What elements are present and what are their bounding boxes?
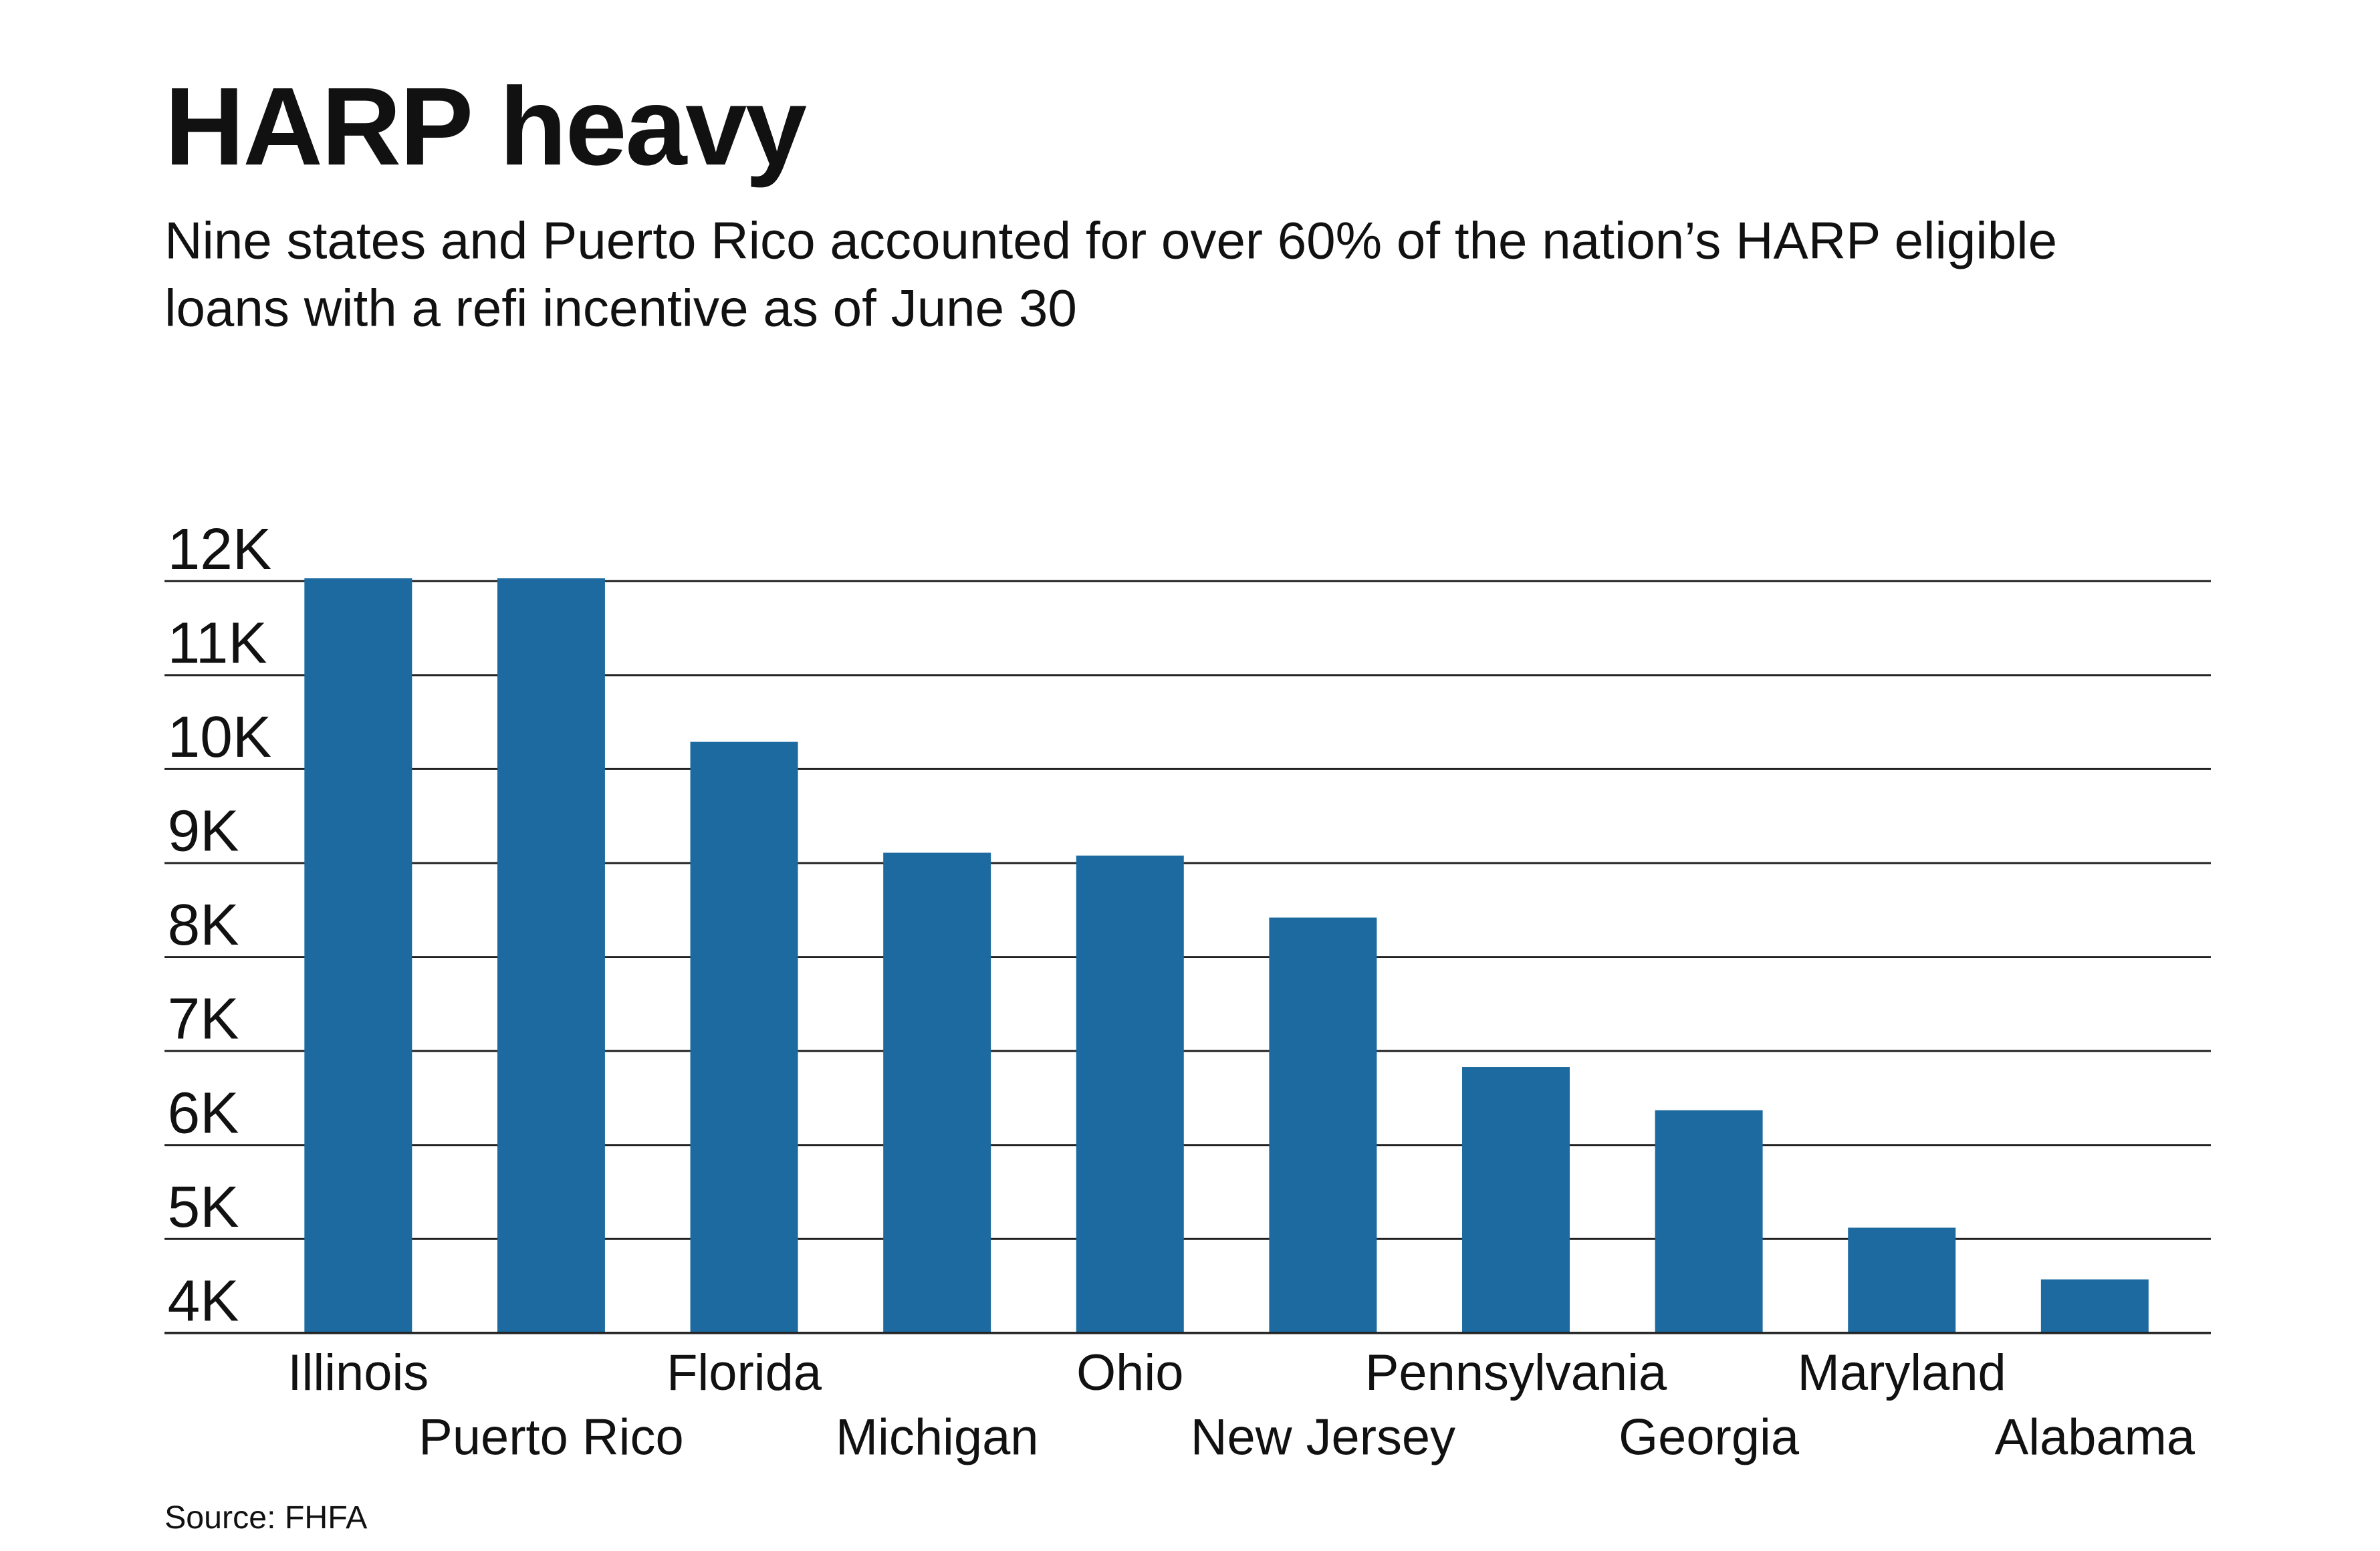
- x-tick-label: Georgia: [1619, 1409, 1800, 1466]
- bar-michigan: [883, 852, 991, 1333]
- y-tick-label: 8K: [168, 892, 239, 957]
- bar-pennsylvania: [1462, 1067, 1570, 1333]
- bar-alabama: [2040, 1279, 2149, 1333]
- source-note: Source: FHFA: [164, 1500, 368, 1536]
- bar-ohio: [1076, 855, 1184, 1333]
- bar-puerto-rico: [497, 578, 605, 1333]
- y-tick-label: 4K: [168, 1268, 239, 1333]
- bar-georgia: [1655, 1110, 1763, 1333]
- bar-florida: [690, 741, 798, 1333]
- y-tick-label: 7K: [168, 986, 239, 1052]
- x-tick-label: Ohio: [1076, 1344, 1183, 1401]
- x-tick-label: New Jersey: [1191, 1409, 1455, 1466]
- chart-title: HARP heavy: [164, 66, 807, 189]
- bar-maryland: [1848, 1227, 1956, 1333]
- x-tick-label: Illinois: [287, 1344, 429, 1401]
- x-tick-label: Michigan: [836, 1409, 1039, 1466]
- y-tick-label: 9K: [168, 798, 239, 864]
- x-tick-label: Pennsylvania: [1365, 1344, 1667, 1401]
- bar-illinois: [304, 578, 412, 1333]
- y-tick-label: 10K: [168, 704, 271, 769]
- x-tick-label: Florida: [667, 1344, 822, 1401]
- x-tick-label: Puerto Rico: [419, 1409, 683, 1466]
- x-tick-label: Maryland: [1798, 1344, 2006, 1401]
- y-tick-label: 11K: [168, 610, 267, 675]
- y-tick-label: 12K: [168, 516, 271, 582]
- y-tick-label: 6K: [168, 1080, 239, 1145]
- y-tick-label: 5K: [168, 1174, 239, 1239]
- x-tick-label: Alabama: [1995, 1409, 2195, 1466]
- chart-subtitle: Nine states and Puerto Rico accounted fo…: [164, 212, 2058, 338]
- bar-new-jersey: [1269, 917, 1377, 1333]
